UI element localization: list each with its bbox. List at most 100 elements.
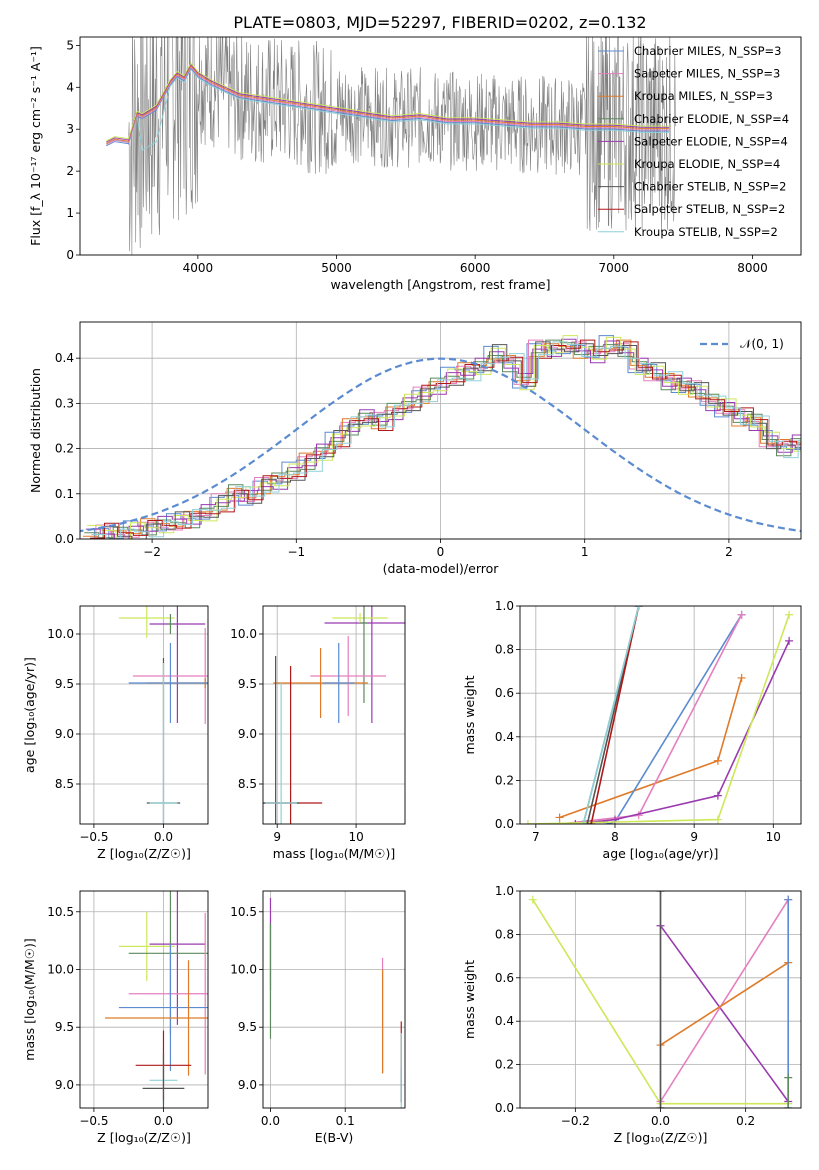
axes-frame	[79, 321, 802, 540]
x-tick-label: 0	[437, 545, 445, 559]
errorbar-chabrier_stelib	[142, 1053, 185, 1108]
x-tick-label: 7000	[599, 261, 630, 275]
y-tick-label: 0.8	[495, 927, 514, 941]
x-tick-label: −0.5	[79, 1114, 108, 1128]
line-kroupa_stelib	[582, 606, 640, 824]
y-tick-label: 1.0	[495, 599, 514, 613]
legend: 𝒩(0, 1)	[700, 337, 784, 351]
panel-mass_weight_vs_age: 7 8 9 10 0.0 0.2 0.4 0.6 0.8 1.0 age [log₁₀(age/yr…	[462, 599, 802, 861]
x-tick-label: 8	[611, 830, 619, 844]
legend-label: Kroupa MILES, N_SSP=3	[634, 89, 773, 103]
y-tick-label: 0.8	[495, 643, 514, 657]
y-tick-label: 9.0	[55, 727, 74, 741]
x-tick-label: 2	[725, 545, 733, 559]
y-axis-label: mass weight	[462, 675, 477, 754]
marker-chabrier_stelib	[656, 1104, 665, 1108]
x-tick-label: −1	[287, 545, 305, 559]
legend-label: Chabrier STELIB, N_SSP=2	[634, 180, 786, 194]
y-tick-label: 3	[66, 122, 74, 136]
x-axis-label: E(B-V)	[315, 1130, 354, 1145]
y-tick-label: 0.0	[55, 532, 74, 546]
errorbar-salpeter_elodie	[149, 606, 206, 723]
y-tick-label: 9.5	[238, 677, 257, 691]
histogram-kroupa_elodie	[87, 335, 801, 539]
axes-frame	[519, 605, 802, 825]
y-tick-label: 0.2	[495, 1058, 514, 1072]
plot-area	[263, 606, 405, 824]
errorbar-salpeter_miles	[310, 636, 387, 716]
marker-salpeter_miles	[555, 820, 564, 824]
plot-area	[105, 891, 208, 1108]
y-tick-label: 0.0	[495, 1101, 514, 1115]
y-tick-label: 0.2	[495, 773, 514, 787]
x-axis-label: Z [log₁₀(Z/Z☉)]	[614, 1130, 708, 1145]
legend: Chabrier MILES, N_SSP=3 Salpeter MILES, N…	[598, 44, 789, 239]
marker-chabrier_elodie	[784, 1104, 793, 1108]
plot-area	[523, 606, 794, 824]
axes-frame	[79, 36, 802, 256]
x-tick-label: 0.1	[336, 1114, 355, 1128]
model-chabrier_miles	[106, 67, 670, 147]
errorbar-kroupa_elodie	[118, 911, 175, 982]
plot-area	[118, 606, 208, 824]
x-tick-label: 10	[348, 830, 363, 844]
y-tick-label: 9.5	[238, 1020, 257, 1034]
y-tick-label: 10.5	[47, 905, 74, 919]
legend-label: Salpeter ELODIE, N_SSP=4	[634, 134, 788, 148]
errorbar-kroupa_miles	[105, 960, 208, 1076]
line-salpeter_elodie	[659, 925, 789, 1102]
x-axis-label: (data-model)/error	[383, 561, 500, 576]
x-tick-label: 7	[532, 830, 540, 844]
plot-area	[80, 335, 801, 539]
y-tick-label: 0.3	[55, 396, 74, 410]
marker-salpeter_elodie	[785, 636, 794, 645]
line-kroupa_elodie	[527, 614, 790, 824]
marker-kroupa_miles	[737, 673, 746, 682]
x-tick-label: 8000	[737, 261, 768, 275]
marker-chabrier_miles	[603, 820, 612, 824]
marker-salpeter_miles	[737, 610, 746, 619]
panel-residuals: −2 −1 0 1 2 0.0 0.1 0.2 0.3 0.4 (data-model)/error…	[28, 321, 802, 576]
legend-label: Kroupa ELODIE, N_SSP=4	[634, 157, 780, 171]
errorbar-kroupa_elodie	[332, 613, 388, 623]
legend-label: Kroupa STELIB, N_SSP=2	[634, 225, 778, 239]
model-salpeter_elodie	[106, 63, 670, 143]
axes-frame	[519, 890, 802, 1109]
x-tick-label: 4000	[183, 261, 214, 275]
y-tick-label: 0.6	[495, 686, 514, 700]
y-tick-label: 0.0	[495, 817, 514, 831]
x-axis-label: Z [log₁₀(Z/Z☉)]	[97, 1130, 191, 1145]
marker-chabrier_stelib	[656, 891, 665, 895]
y-tick-label: 9.5	[55, 677, 74, 691]
observed-spectrum	[128, 37, 677, 255]
marker-chabrier_stelib	[583, 820, 592, 824]
marker-kroupa_miles	[713, 756, 722, 765]
marker-salpeter_elodie	[713, 791, 722, 800]
x-tick-label: 0.0	[261, 1114, 280, 1128]
x-tick-label: 0.2	[736, 1114, 755, 1128]
x-tick-label: 9	[273, 830, 281, 844]
y-tick-label: 10.5	[230, 905, 257, 919]
marker-kroupa_stelib	[579, 820, 588, 824]
y-tick-label: 1.0	[495, 884, 514, 898]
x-tick-label: −0.2	[561, 1114, 590, 1128]
y-tick-label: 8.5	[238, 777, 257, 791]
axes-frame	[262, 890, 406, 1109]
axes-frame	[262, 605, 406, 825]
panel-mass_vs_Z: −0.5 0.0 9.0 9.5 10.0 10.5 Z [log₁₀(Z/Z☉)] mass…	[22, 890, 209, 1145]
panel-age_vs_mass: 9 10 8.5 9.0 9.5 10.0 mass [log₁₀(M/M☉)]	[230, 605, 406, 861]
marker-kroupa_elodie	[523, 820, 532, 824]
x-tick-label: −0.5	[79, 830, 108, 844]
errorbar-chabrier_elodie	[167, 614, 174, 634]
panel-mass_vs_ebv: 0.0 0.1 9.0 9.5 10.0 10.5 E(B-V)	[230, 890, 406, 1145]
y-tick-label: 5	[66, 38, 74, 52]
x-tick-label: 5000	[321, 261, 352, 275]
line-kroupa_miles	[660, 961, 789, 1046]
plot-area	[106, 37, 677, 255]
errorbar-kroupa_stelib	[265, 683, 297, 824]
x-axis-label: wavelength [Angstrom, rest frame]	[330, 277, 550, 292]
legend-label: Salpeter STELIB, N_SSP=2	[634, 202, 785, 216]
panel-spectrum: 4000 5000 6000 7000 8000 0 1 2 3 4 5 wavelength [An…	[28, 36, 802, 292]
marker-salpeter_elodie	[571, 820, 580, 824]
